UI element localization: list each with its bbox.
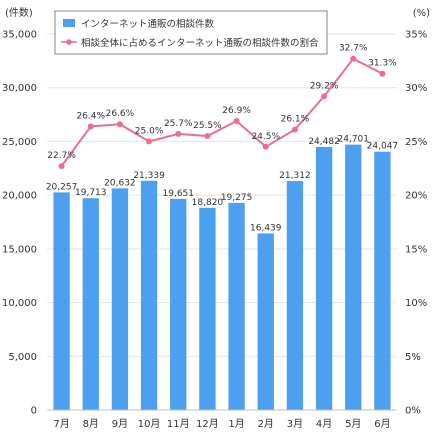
left-tick-label: 30,000 — [2, 83, 37, 94]
bar — [82, 198, 99, 410]
line-point — [291, 126, 298, 133]
left-tick-label: 5,000 — [8, 352, 37, 363]
bar-value-label: 19,713 — [75, 188, 107, 198]
bar — [286, 181, 304, 410]
category-label: 12月 — [196, 418, 219, 430]
bar-series — [53, 144, 391, 411]
line-point — [87, 123, 94, 130]
axes: 0 5,000 10,000 15,000 20,000 25,000 30,000 35,0… — [2, 30, 427, 431]
line-value-label: 24.5% — [251, 132, 280, 142]
bar — [111, 188, 129, 410]
left-tick-label: 20,000 — [2, 191, 37, 202]
bar — [228, 202, 245, 410]
bar-value-label: 20,257 — [46, 182, 78, 192]
bar — [315, 146, 333, 410]
line-point — [204, 133, 211, 140]
category-label: 9月 — [112, 418, 128, 430]
line-data-labels: 22.7% 26.4% 26.6%25.0%25.7% 25.5%26.9% 24.5%… — [47, 44, 397, 161]
category-label: 8月 — [83, 418, 99, 430]
right-tick-label: 25% — [405, 137, 427, 148]
right-tick-label: 5% — [405, 352, 421, 363]
category-label: 6月 — [374, 418, 390, 430]
category-label: 11月 — [167, 418, 190, 430]
bar-value-label: 21,312 — [279, 171, 311, 181]
category-label: 10月 — [138, 418, 161, 430]
bar-value-label: 24,482 — [308, 137, 340, 147]
line-value-label: 26.6% — [106, 109, 135, 119]
line-point — [58, 163, 65, 170]
bar-value-label: 20,632 — [104, 178, 136, 188]
line-value-label: 32.7% — [339, 44, 368, 54]
bar-value-label: 21,339 — [133, 171, 165, 181]
line-value-label: 31.3% — [368, 59, 397, 69]
line-point — [262, 143, 269, 150]
right-tick-label: 0% — [405, 406, 421, 417]
legend-box — [54, 10, 328, 55]
left-tick-label: 35,000 — [2, 30, 37, 41]
bar-value-label: 24,047 — [367, 142, 399, 152]
right-tick-label: 20% — [405, 191, 427, 202]
ratio-line — [60, 57, 383, 167]
line-value-label: 25.7% — [164, 119, 193, 129]
line-point — [233, 118, 240, 125]
legend: インターネット通販の相談件数 相談全体に占めるインターネット通販の相談件数の割合 — [54, 10, 328, 55]
right-tick-label: 10% — [405, 298, 427, 309]
bar-value-label: 19,275 — [221, 193, 253, 203]
line-point — [379, 70, 386, 77]
category-label: 2月 — [258, 418, 274, 430]
legend-line-marker — [66, 39, 72, 45]
line-point — [321, 93, 328, 100]
line-value-label: 26.1% — [281, 115, 310, 125]
legend-line-label: 相談全体に占めるインターネット通販の相談件数の割合 — [81, 37, 319, 49]
left-tick-label: 25,000 — [2, 137, 37, 148]
bar — [170, 198, 187, 410]
category-label: 7月 — [53, 418, 69, 430]
left-axis-unit: (件数) — [5, 6, 33, 19]
line-value-label: 25.0% — [135, 126, 164, 136]
bar-value-label: 16,439 — [250, 223, 282, 233]
right-axis-unit: (%) — [413, 8, 430, 19]
category-label: 3月 — [287, 418, 303, 430]
bar — [199, 207, 216, 410]
category-label: 5月 — [345, 418, 361, 430]
line-point — [175, 130, 182, 137]
line-point — [350, 55, 357, 62]
category-label: 1月 — [228, 418, 244, 430]
left-tick-label: 10,000 — [2, 298, 37, 309]
bar — [53, 192, 70, 410]
right-tick-label: 15% — [405, 244, 427, 255]
bar — [140, 180, 158, 410]
left-tick-label: 15,000 — [2, 244, 37, 255]
line-value-label: 25.5% — [193, 121, 222, 131]
right-tick-label: 35% — [405, 30, 427, 41]
bar — [257, 233, 274, 410]
line-value-label: 26.9% — [222, 106, 251, 116]
bar — [345, 144, 362, 410]
bar-value-label: 18,820 — [192, 198, 224, 208]
bar-value-label: 24,701 — [338, 135, 370, 145]
line-point — [146, 138, 153, 145]
left-tick-label: 0 — [31, 406, 37, 417]
line-series — [58, 55, 386, 170]
bar — [374, 151, 391, 411]
legend-bar-swatch — [63, 19, 75, 27]
right-tick-label: 30% — [405, 83, 427, 94]
line-value-label: 29.2% — [310, 81, 339, 91]
line-value-label: 22.7% — [47, 151, 76, 161]
line-value-label: 26.4% — [76, 111, 105, 121]
bar-value-label: 19,651 — [163, 189, 195, 199]
line-point — [116, 121, 123, 128]
category-label: 4月 — [316, 418, 332, 430]
legend-bar-label: インターネット通販の相談件数 — [81, 18, 215, 30]
